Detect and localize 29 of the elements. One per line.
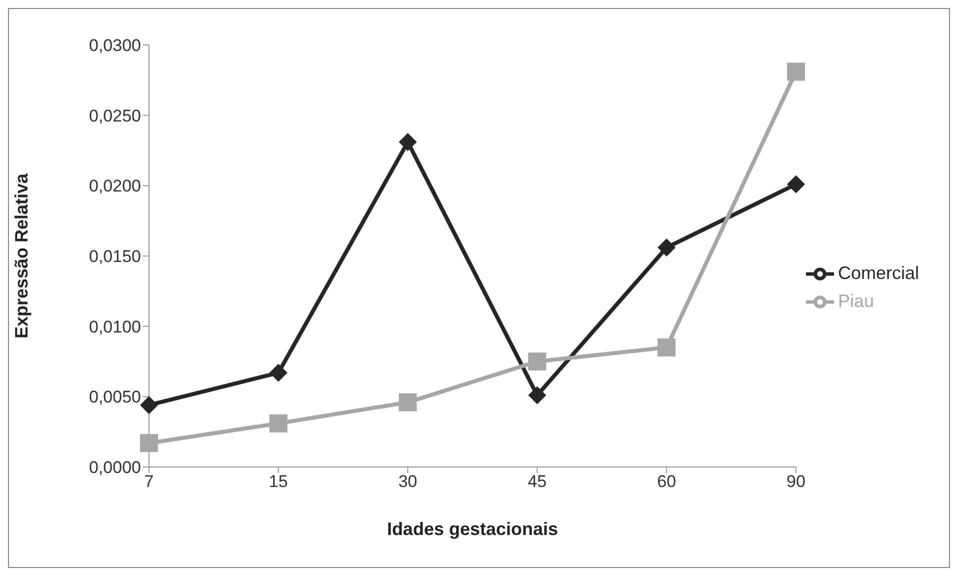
point [398,393,417,412]
point [786,175,805,194]
y-tick-label: 0,0150 [89,247,141,266]
x-tick-label: 15 [268,472,288,492]
point [786,62,805,81]
point [658,238,676,257]
x-tick-label: 90 [786,472,806,492]
point [528,352,546,370]
y-tick-label: 0,0100 [89,317,141,336]
x-tick-label: 45 [528,472,547,492]
x-tick-label: 7 [144,472,154,492]
point [140,434,158,452]
point [140,396,158,414]
x-tick-label: 60 [657,472,676,492]
legend-label: Comercial [838,262,919,283]
y-tick-label: 0,0050 [89,388,141,407]
x-axis-title: Idades gestacionais [386,519,558,539]
point [269,414,288,432]
point [528,386,546,404]
point [398,133,417,152]
y-tick-label: 0,0300 [89,36,141,56]
y-tick-label: 0,0000 [89,458,141,478]
point [269,364,288,382]
point [658,338,676,356]
y-tick-label: 0,0250 [89,106,141,126]
x-tick-label: 30 [398,472,418,492]
y-axis-title: Expressão Relativa [11,172,32,339]
legend-label: Piau [838,290,874,311]
y-tick-label: 0,0200 [89,176,141,196]
